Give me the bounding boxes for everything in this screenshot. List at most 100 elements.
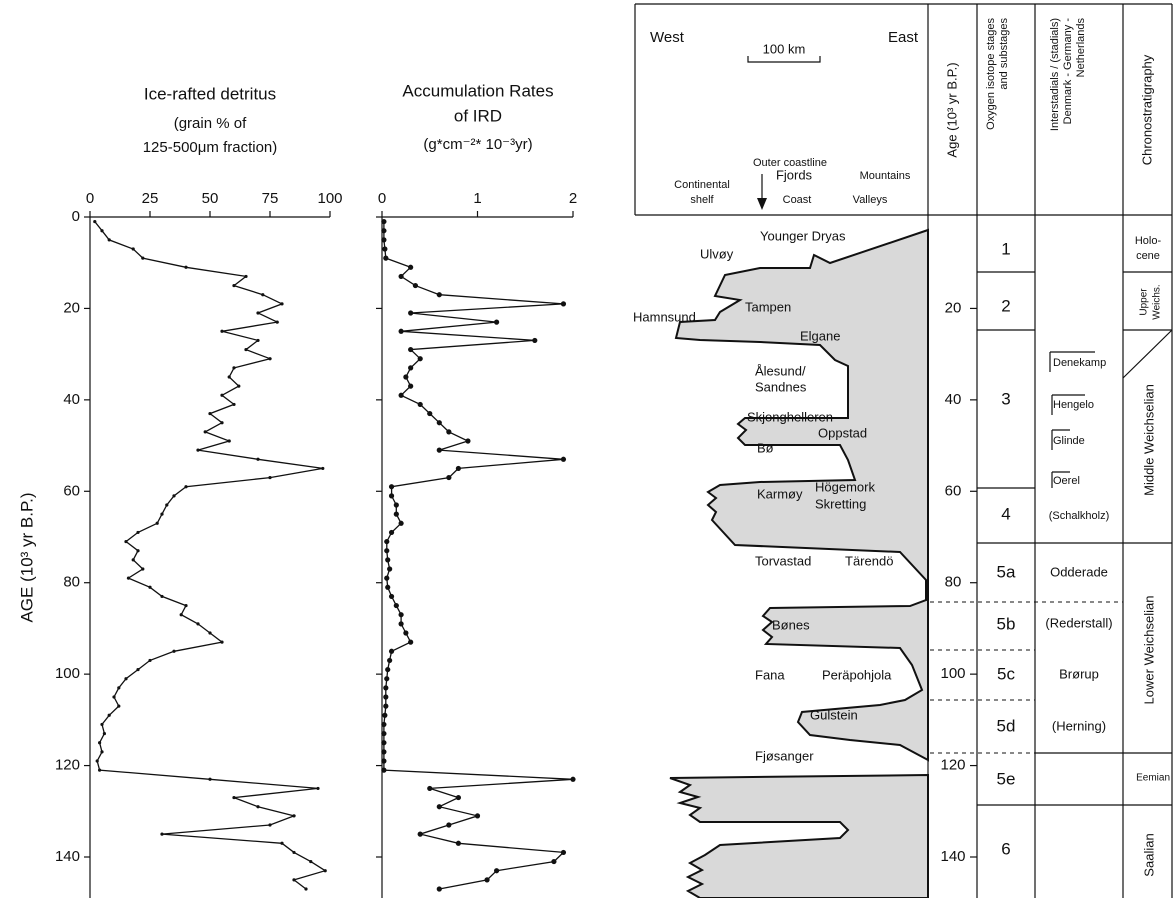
chrono-boundary [1122, 329, 1173, 379]
data-point [160, 512, 164, 516]
y-tick-label: 140 [55, 848, 80, 865]
y-tick-label: 80 [63, 574, 80, 591]
glacier-label: Bø [757, 440, 774, 455]
age-tick-label: 80 [945, 574, 962, 591]
data-point [208, 631, 212, 635]
data-point [381, 228, 387, 234]
data-point [398, 612, 404, 618]
oxygen-stage: 5b [997, 614, 1016, 633]
chart-title: Ice-rafted detritus [144, 84, 276, 103]
interstadial: Odderade [1050, 564, 1108, 579]
data-point [427, 410, 433, 417]
data-point [494, 319, 500, 325]
data-line [94, 221, 327, 890]
oxygen-stage: 1 [1001, 239, 1010, 258]
data-point [256, 338, 260, 343]
data-point [383, 255, 389, 261]
data-point [292, 878, 296, 882]
y-tick-label: 100 [55, 665, 80, 682]
data-point [155, 521, 159, 525]
y-tick-label: 40 [63, 391, 80, 408]
age-tick-label: 40 [945, 391, 962, 408]
arrow-head [757, 198, 767, 210]
data-point [309, 859, 313, 864]
column-header: Chronostratigraphy [1139, 54, 1154, 165]
data-point [385, 584, 391, 590]
column-header: Age (10³ yr B.P.) [944, 62, 959, 157]
glacier-label: Oppstad [818, 425, 867, 440]
data-point [408, 383, 414, 389]
glacier-label: Tampen [745, 299, 791, 314]
data-point [408, 310, 414, 316]
glacier-label: Skretting [815, 496, 866, 511]
data-point [172, 649, 176, 653]
data-point [100, 229, 104, 233]
data-point [381, 767, 387, 773]
interstadial: Hengelo [1053, 399, 1094, 411]
data-point [93, 219, 97, 224]
data-point [384, 676, 390, 682]
data-point [384, 548, 390, 554]
data-point [381, 218, 387, 225]
data-point [220, 421, 224, 425]
data-point [98, 768, 102, 772]
map-header: West 100 km East Outer coastline Contine… [650, 29, 919, 210]
data-point [381, 758, 387, 764]
data-point [131, 558, 135, 562]
data-point [117, 686, 121, 690]
data-point [244, 347, 248, 352]
data-point [408, 639, 414, 645]
data-point [436, 886, 442, 892]
glacier-label: Ålesund/ [755, 363, 806, 378]
chrono-label: Upper [1139, 288, 1150, 316]
glacier-label: Ulvøy [700, 246, 734, 261]
data-point [196, 622, 200, 626]
data-point [304, 887, 308, 891]
data-point [484, 877, 490, 883]
data-point [275, 320, 279, 324]
glacier-label: Hamnsund [633, 309, 696, 324]
data-point [220, 640, 224, 644]
data-point [455, 794, 461, 801]
data-point [417, 831, 423, 837]
chrono-label: cene [1136, 250, 1160, 262]
chrono-label: Eemian [1136, 773, 1170, 784]
data-point [95, 759, 99, 763]
x-tick-label: 0 [378, 190, 386, 207]
chart-title: of IRD [454, 106, 502, 125]
data-point [560, 301, 567, 307]
data-point [388, 484, 395, 490]
data-point [387, 657, 393, 664]
data-point [141, 567, 145, 571]
oxygen-stage: 5d [997, 716, 1016, 735]
x-tick-label: 1 [473, 190, 481, 207]
map-label: Valleys [853, 194, 888, 206]
x-tick-label: 75 [262, 190, 279, 207]
data-point [196, 448, 200, 452]
data-point [292, 850, 296, 855]
glacier-label: Karmøy [757, 486, 803, 501]
glacier-extent [674, 228, 929, 762]
data-point [384, 575, 390, 581]
map-label: 100 km [763, 41, 806, 56]
data-point [141, 256, 145, 260]
data-point [256, 805, 260, 809]
data-point [131, 247, 135, 251]
data-point [408, 365, 414, 371]
x-tick-label: 25 [142, 190, 159, 207]
data-point [179, 613, 183, 617]
data-point [532, 337, 538, 344]
glacier-label: Fjøsanger [755, 748, 814, 763]
y-tick-label: 0 [72, 208, 80, 225]
data-point [388, 493, 395, 499]
data-point [417, 356, 423, 362]
data-point [227, 439, 231, 443]
oxygen-stage: 2 [1001, 296, 1010, 315]
glacier-label: Bønes [772, 617, 810, 632]
column-headers: Age (10³ yr B.P.) Oxygen isotope stages … [944, 18, 1154, 166]
data-point [385, 557, 391, 563]
glacier-label: Gulstein [810, 707, 858, 722]
data-point [148, 658, 152, 663]
data-point [280, 841, 284, 845]
